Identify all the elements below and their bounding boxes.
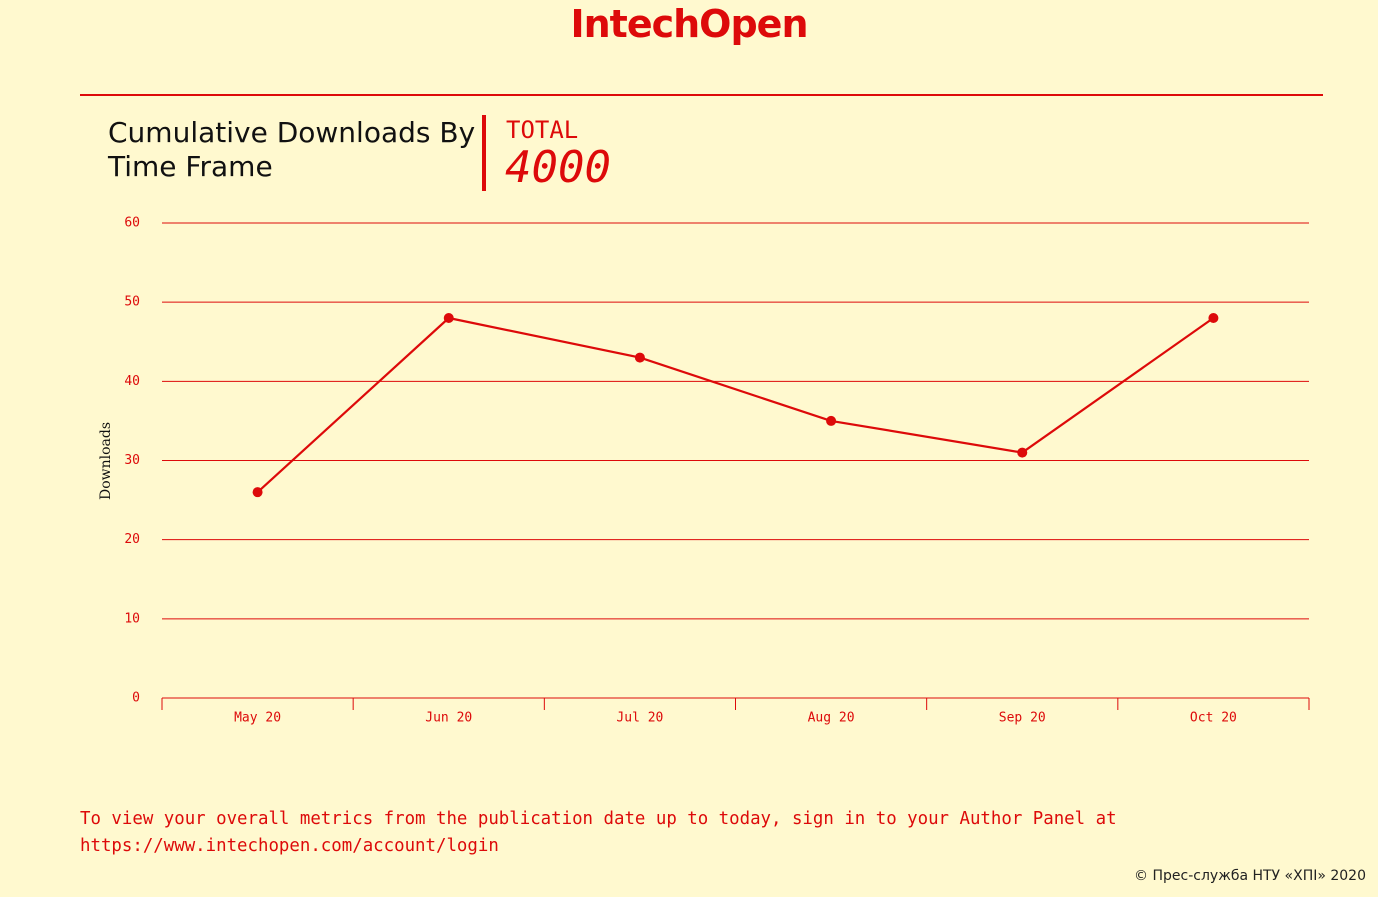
y-tick-label: 30 [124, 453, 140, 468]
y-tick-label: 10 [124, 611, 140, 626]
y-axis-label: Downloads [98, 422, 114, 500]
total-label: TOTAL [506, 116, 579, 144]
footer-note: To view your overall metrics from the pu… [80, 809, 1117, 856]
x-tick-label: Aug 20 [808, 711, 855, 726]
point [443, 313, 454, 323]
x-tick-label: May 20 [234, 711, 281, 726]
total-value: 4000 [505, 142, 611, 193]
x-tick-label: Jun 20 [425, 711, 472, 726]
x-tick-label: Oct 20 [1190, 711, 1237, 726]
point [634, 352, 645, 363]
credit: © Прес-служба НТУ «ХПІ» 2020 [1134, 868, 1366, 884]
point [1208, 313, 1219, 323]
point [826, 415, 837, 426]
x-tick-label: Jul 20 [616, 711, 663, 726]
logo: IntechOpen [570, 2, 808, 46]
chart-title: Cumulative Downloads By Time Frame [108, 116, 476, 183]
y-tick-label: 0 [132, 691, 140, 706]
y-tick-label: 40 [124, 374, 140, 389]
point [1017, 447, 1028, 458]
x-tick-label: Sep 20 [999, 711, 1046, 726]
y-tick-label: 20 [124, 532, 140, 547]
chart: Downloads 0 10 20 30 40 50 60 May 20 Jun 20 Jul 2… [80, 94, 1323, 726]
y-tick-label: 50 [124, 295, 140, 310]
point [252, 487, 263, 498]
y-tick-label: 60 [124, 216, 140, 231]
line [256, 316, 1215, 493]
